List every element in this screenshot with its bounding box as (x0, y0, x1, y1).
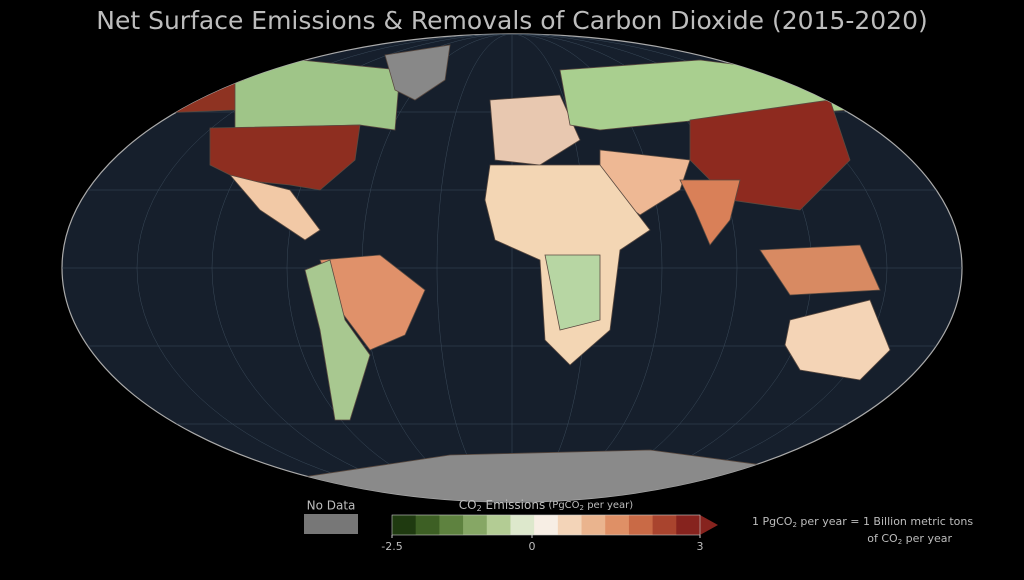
colorbar-step (534, 515, 559, 535)
unit-note: of CO2 per year (867, 532, 952, 546)
colorbar-step (415, 515, 440, 535)
map (61, 33, 963, 503)
colorbar-step (439, 515, 464, 535)
colorbar-step (557, 515, 583, 535)
colorbar-step (605, 515, 630, 535)
legend: No Data CO2 Emissions (PgCO2 per year) -… (304, 498, 973, 553)
no-data-swatch (304, 514, 358, 534)
title: Net Surface Emissions & Removals of Carb… (96, 6, 927, 35)
colorbar-step (676, 515, 701, 535)
colorbar-step (463, 515, 488, 535)
colorbar-step (510, 515, 535, 535)
no-data-label: No Data (307, 499, 356, 513)
colorbar-step (392, 515, 417, 535)
colorbar-step (652, 515, 677, 535)
colorbar-frame (391, 514, 701, 536)
colorbar-tick-label: 3 (697, 540, 704, 553)
colorbar-tick-label: -2.5 (381, 540, 402, 553)
colorbar-step (581, 515, 606, 535)
colorbar-arrow (700, 515, 718, 535)
colorbar-title: CO2 Emissions (PgCO2 per year) (459, 498, 633, 513)
colorbar-tick-label: 0 (529, 540, 536, 553)
colorbar-step (628, 515, 654, 535)
unit-note: 1 PgCO2 per year = 1 Billion metric tons (752, 515, 973, 529)
colorbar-step (486, 515, 511, 535)
colorbar: -2.5 0 3 (381, 514, 718, 553)
